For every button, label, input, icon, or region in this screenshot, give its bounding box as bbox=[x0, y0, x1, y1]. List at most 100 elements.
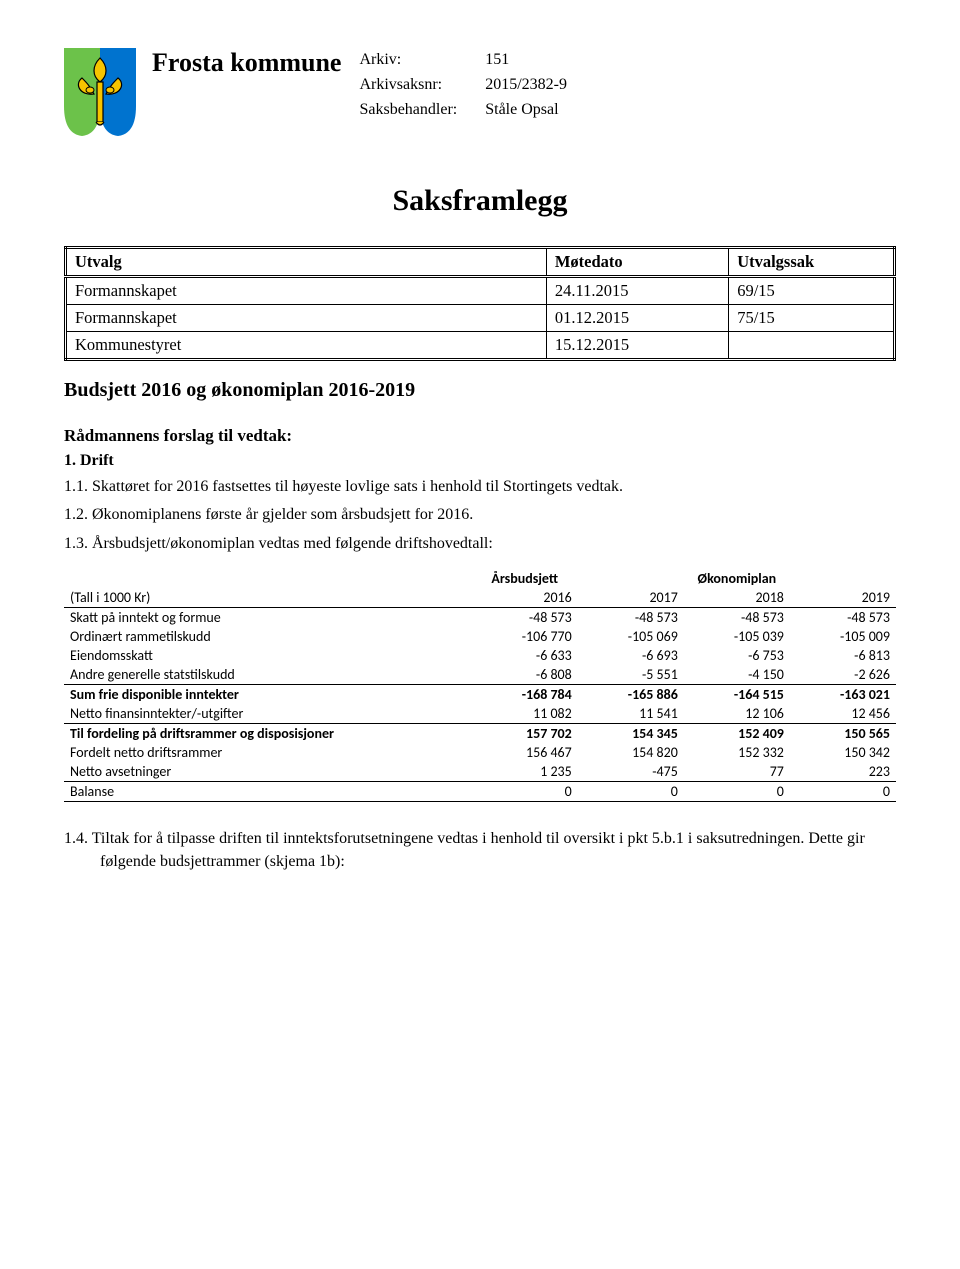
table-row: Kommunestyret 15.12.2015 bbox=[66, 332, 895, 360]
budget-row-label: Eiendomsskatt bbox=[64, 646, 447, 665]
budget-cell: -2 626 bbox=[790, 665, 896, 685]
item-1-1: 1.1. Skattøret for 2016 fastsettes til h… bbox=[64, 476, 896, 498]
section-1-label: 1. Drift bbox=[64, 452, 896, 470]
budget-cell: 156 467 bbox=[472, 743, 578, 762]
budget-cell: -163 021 bbox=[790, 685, 896, 705]
item-1-4: 1.4. Tiltak for å tilpasse driften til i… bbox=[64, 828, 896, 873]
budget-cell: 152 332 bbox=[684, 743, 790, 762]
meta-label: Arkivsaksnr: bbox=[359, 73, 457, 98]
budget-header-arsbudsjett: Årsbudsjett bbox=[472, 569, 578, 588]
budget-row: Netto finansinntekter/-utgifter 11 08211 … bbox=[64, 704, 896, 724]
budget-row: Ordinært rammetilskudd-106 770-105 069-1… bbox=[64, 627, 896, 646]
budget-header-okonomiplan: Økonomiplan bbox=[684, 569, 790, 588]
budget-cell: 150 342 bbox=[790, 743, 896, 762]
budget-cell: 157 702 bbox=[472, 724, 578, 744]
meta-value: 151 bbox=[485, 48, 567, 73]
table-row: Formannskapet 01.12.2015 75/15 bbox=[66, 305, 895, 332]
budget-cell: -6 693 bbox=[578, 646, 684, 665]
meta-value: 2015/2382-9 bbox=[485, 73, 567, 98]
budget-year: 2017 bbox=[578, 588, 684, 608]
cell: Kommunestyret bbox=[66, 332, 547, 360]
budget-cell: 154 345 bbox=[578, 724, 684, 744]
budget-cell: -164 515 bbox=[684, 685, 790, 705]
budget-row: Netto avsetninger 1 235-47577223 bbox=[64, 762, 896, 782]
budget-cell: 0 bbox=[472, 782, 578, 802]
budget-year: 2019 bbox=[790, 588, 896, 608]
budget-row: Sum frie disponible inntekter-168 784-16… bbox=[64, 685, 896, 705]
budget-row: Eiendomsskatt -6 633-6 693-6 753-6 813 bbox=[64, 646, 896, 665]
budget-row: Til fordeling på driftsrammer og disposi… bbox=[64, 724, 896, 744]
budget-cell: -165 886 bbox=[578, 685, 684, 705]
budget-row-label: Fordelt netto driftsrammer bbox=[64, 743, 447, 762]
org-name: Frosta kommune bbox=[152, 48, 341, 78]
budget-cell: -5 551 bbox=[578, 665, 684, 685]
budget-cell: 11 082 bbox=[472, 704, 578, 724]
utvalg-col-header: Møtedato bbox=[546, 248, 728, 277]
budget-year: 2016 bbox=[472, 588, 578, 608]
item-1-3: 1.3. Årsbudsjett/økonomiplan vedtas med … bbox=[64, 533, 896, 555]
budget-cell: -105 039 bbox=[684, 627, 790, 646]
budget-row-label: Balanse bbox=[64, 782, 447, 802]
proposal-heading: Rådmannens forslag til vedtak: bbox=[64, 426, 896, 446]
budget-cell: -6 813 bbox=[790, 646, 896, 665]
budget-cell: 12 106 bbox=[684, 704, 790, 724]
budget-cell: -6 753 bbox=[684, 646, 790, 665]
budget-cell: 154 820 bbox=[578, 743, 684, 762]
budget-cell: -48 573 bbox=[578, 608, 684, 628]
budget-table: Årsbudsjett Økonomiplan (Tall i 1000 Kr)… bbox=[64, 569, 896, 802]
cell: 75/15 bbox=[729, 305, 895, 332]
budget-cell: 0 bbox=[684, 782, 790, 802]
meta-label: Saksbehandler: bbox=[359, 98, 457, 123]
budget-cell: -475 bbox=[578, 762, 684, 782]
utvalg-table: Utvalg Møtedato Utvalgssak Formannskapet… bbox=[64, 246, 896, 361]
budget-cell: -4 150 bbox=[684, 665, 790, 685]
budget-row-label: Skatt på inntekt og formue bbox=[64, 608, 447, 628]
document-header: Frosta kommune Arkiv: 151 Arkivsaksnr: 2… bbox=[64, 48, 896, 136]
item-1-2: 1.2. Økonomiplanens første år gjelder so… bbox=[64, 504, 896, 526]
budget-cell: 1 235 bbox=[472, 762, 578, 782]
budget-cell: -106 770 bbox=[472, 627, 578, 646]
cell: Formannskapet bbox=[66, 305, 547, 332]
budget-cell: 0 bbox=[578, 782, 684, 802]
cell: 24.11.2015 bbox=[546, 277, 728, 305]
budget-cell: 152 409 bbox=[684, 724, 790, 744]
case-title: Budsjett 2016 og økonomiplan 2016-2019 bbox=[64, 379, 896, 402]
table-row: Formannskapet 24.11.2015 69/15 bbox=[66, 277, 895, 305]
budget-row-label: Ordinært rammetilskudd bbox=[64, 627, 447, 646]
budget-cell: -105 009 bbox=[790, 627, 896, 646]
budget-cell: 0 bbox=[790, 782, 896, 802]
budget-row: Andre generelle statstilskudd -6 808-5 55… bbox=[64, 665, 896, 685]
meta-value: Ståle Opsal bbox=[485, 98, 567, 123]
cell: 69/15 bbox=[729, 277, 895, 305]
cell: 01.12.2015 bbox=[546, 305, 728, 332]
budget-cell: 77 bbox=[684, 762, 790, 782]
cell: Formannskapet bbox=[66, 277, 547, 305]
budget-row-label: Andre generelle statstilskudd bbox=[64, 665, 447, 685]
municipality-crest-icon bbox=[64, 48, 136, 136]
budget-cell: -6 808 bbox=[472, 665, 578, 685]
budget-cell: 11 541 bbox=[578, 704, 684, 724]
cell bbox=[729, 332, 895, 360]
budget-row-label: Sum frie disponible inntekter bbox=[64, 685, 447, 705]
budget-row: Skatt på inntekt og formue-48 573-48 573… bbox=[64, 608, 896, 628]
budget-row-label: Til fordeling på driftsrammer og disposi… bbox=[64, 724, 447, 744]
budget-year: 2018 bbox=[684, 588, 790, 608]
budget-cell: -105 069 bbox=[578, 627, 684, 646]
budget-cell: -48 573 bbox=[684, 608, 790, 628]
budget-left-label: (Tall i 1000 Kr) bbox=[64, 588, 447, 608]
budget-cell: -168 784 bbox=[472, 685, 578, 705]
budget-row: Fordelt netto driftsrammer 156 467154 820… bbox=[64, 743, 896, 762]
budget-cell: 12 456 bbox=[790, 704, 896, 724]
utvalg-col-header: Utvalgssak bbox=[729, 248, 895, 277]
budget-row-label: Netto finansinntekter/-utgifter bbox=[64, 704, 447, 724]
document-title: Saksframlegg bbox=[64, 184, 896, 218]
budget-cell: -6 633 bbox=[472, 646, 578, 665]
cell: 15.12.2015 bbox=[546, 332, 728, 360]
budget-row-label: Netto avsetninger bbox=[64, 762, 447, 782]
meta-label: Arkiv: bbox=[359, 48, 457, 73]
budget-cell: 223 bbox=[790, 762, 896, 782]
doc-meta: Arkiv: 151 Arkivsaksnr: 2015/2382-9 Saks… bbox=[359, 48, 567, 122]
utvalg-col-header: Utvalg bbox=[66, 248, 547, 277]
budget-cell: -48 573 bbox=[472, 608, 578, 628]
budget-cell: 150 565 bbox=[790, 724, 896, 744]
